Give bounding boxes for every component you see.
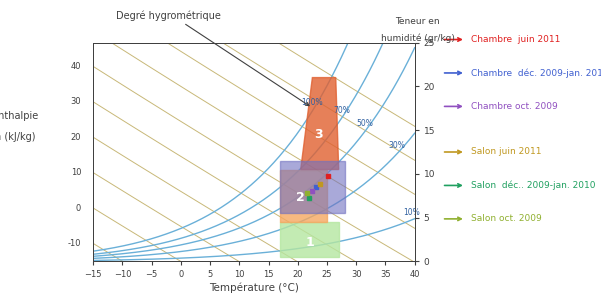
Text: humidité (gr/kg): humidité (gr/kg) (381, 33, 454, 43)
Polygon shape (280, 222, 339, 257)
Text: h (kJ/kg): h (kJ/kg) (0, 132, 35, 142)
Text: 2: 2 (296, 191, 305, 204)
Text: 20: 20 (71, 133, 81, 142)
Text: Degré hygrométrique: Degré hygrométrique (116, 11, 221, 21)
Text: 30%: 30% (389, 141, 406, 150)
Text: 10%: 10% (403, 208, 420, 217)
Text: 40: 40 (71, 62, 81, 71)
Text: Chambre  déc. 2009-jan. 2010: Chambre déc. 2009-jan. 2010 (471, 68, 601, 78)
Text: 70%: 70% (333, 105, 350, 115)
Text: Teneur en: Teneur en (395, 17, 440, 26)
Text: Chambre  juin 2011: Chambre juin 2011 (471, 35, 560, 44)
Text: 3: 3 (314, 128, 323, 141)
Text: 50%: 50% (356, 119, 373, 128)
Text: Salon juin 2011: Salon juin 2011 (471, 147, 541, 157)
Text: -10: -10 (68, 239, 81, 248)
Text: 1: 1 (305, 236, 314, 249)
Text: Chambre oct. 2009: Chambre oct. 2009 (471, 102, 557, 111)
Text: 10: 10 (71, 168, 81, 177)
Text: 0: 0 (76, 203, 81, 212)
Text: Enthalpie: Enthalpie (0, 111, 38, 120)
Text: Salon oct. 2009: Salon oct. 2009 (471, 214, 542, 223)
Polygon shape (300, 78, 339, 170)
Polygon shape (280, 170, 327, 222)
Polygon shape (280, 161, 344, 213)
X-axis label: Température (°C): Température (°C) (209, 282, 299, 293)
Text: 100%: 100% (302, 98, 323, 107)
Text: Salon  déc.. 2009-jan. 2010: Salon déc.. 2009-jan. 2010 (471, 181, 595, 190)
Text: 30: 30 (70, 97, 81, 106)
